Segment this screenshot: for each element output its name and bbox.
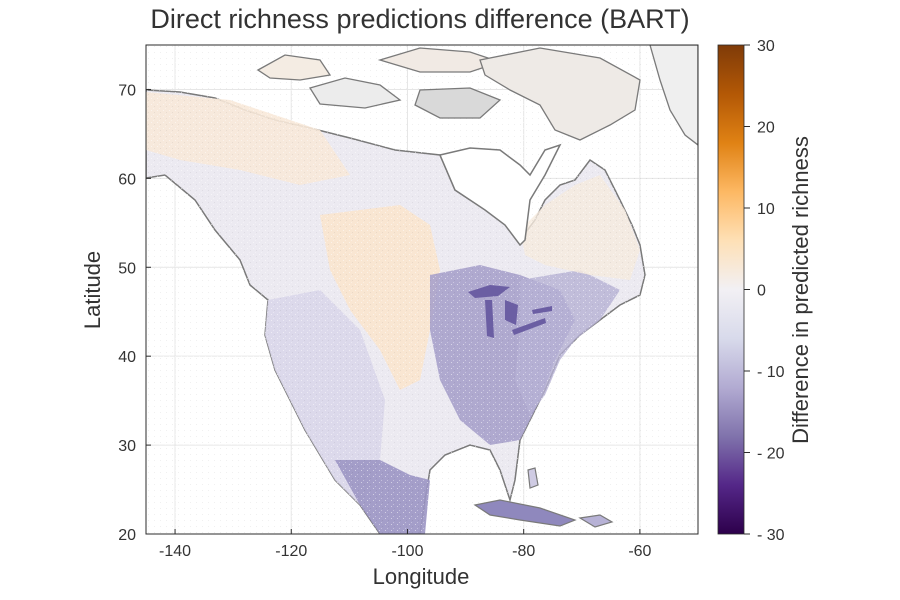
island-bahamas <box>527 467 539 489</box>
island-banks <box>308 77 402 109</box>
lake-huron <box>505 300 518 325</box>
y-tick-label: 60 <box>118 171 136 188</box>
island-baffin <box>479 47 641 141</box>
great-lakes <box>468 285 552 338</box>
x-tick-label: -60 <box>628 543 651 560</box>
island-victoria <box>256 54 332 81</box>
x-tick-label: -100 <box>391 543 423 560</box>
colorbar-tick-label: - 30 <box>757 527 785 544</box>
x-axis-ticks: -140 -120 -100 -80 -60 <box>159 529 652 560</box>
colorbar-ticks: 30 20 10 0 - 10 - 20 - 30 <box>744 38 785 544</box>
island-hispaniola <box>578 514 614 528</box>
colorbar-tick-label: - 20 <box>757 446 785 463</box>
y-tick-label: 70 <box>118 82 136 99</box>
colorbar-tick-label: 30 <box>757 38 775 55</box>
island-southampton <box>414 87 502 119</box>
greenland <box>649 45 698 146</box>
caribbean-islands <box>473 467 614 528</box>
colorbar-tick-label: 0 <box>757 283 766 300</box>
colorbar-gradient <box>717 44 745 535</box>
chart-title: Direct richness predictions difference (… <box>150 4 689 34</box>
colorbar-tick-label: - 10 <box>757 364 785 381</box>
colorbar: 30 20 10 0 - 10 - 20 - 30 Difference in predic… <box>717 38 813 544</box>
plot-area: -140 -120 -100 -80 -60 20 30 40 50 60 70 <box>118 44 699 560</box>
island-cuba <box>473 499 577 527</box>
lake-erie <box>512 318 546 335</box>
x-axis-label: Longitude <box>373 564 470 589</box>
map-layer <box>146 45 698 534</box>
y-tick-label: 30 <box>118 438 136 455</box>
colorbar-label: Difference in predicted richness <box>788 136 813 444</box>
y-tick-label: 20 <box>118 527 136 544</box>
y-tick-label: 50 <box>118 260 136 277</box>
y-tick-label: 40 <box>118 349 136 366</box>
richness-regions <box>146 45 698 534</box>
lake-superior <box>468 285 510 298</box>
colorbar-tick-label: 20 <box>757 120 775 137</box>
lake-ontario <box>532 306 552 314</box>
colorbar-tick-label: 10 <box>757 201 775 218</box>
hudson-bay <box>438 143 562 247</box>
plot-frame <box>145 44 699 535</box>
x-tick-label: -120 <box>275 543 307 560</box>
y-axis-label: Latitude <box>80 251 105 329</box>
x-tick-label: -140 <box>159 543 191 560</box>
arctic-islands <box>256 45 698 146</box>
y-axis-ticks: 20 30 40 50 60 70 <box>118 82 151 544</box>
lake-michigan <box>485 300 494 338</box>
x-tick-label: -80 <box>512 543 535 560</box>
